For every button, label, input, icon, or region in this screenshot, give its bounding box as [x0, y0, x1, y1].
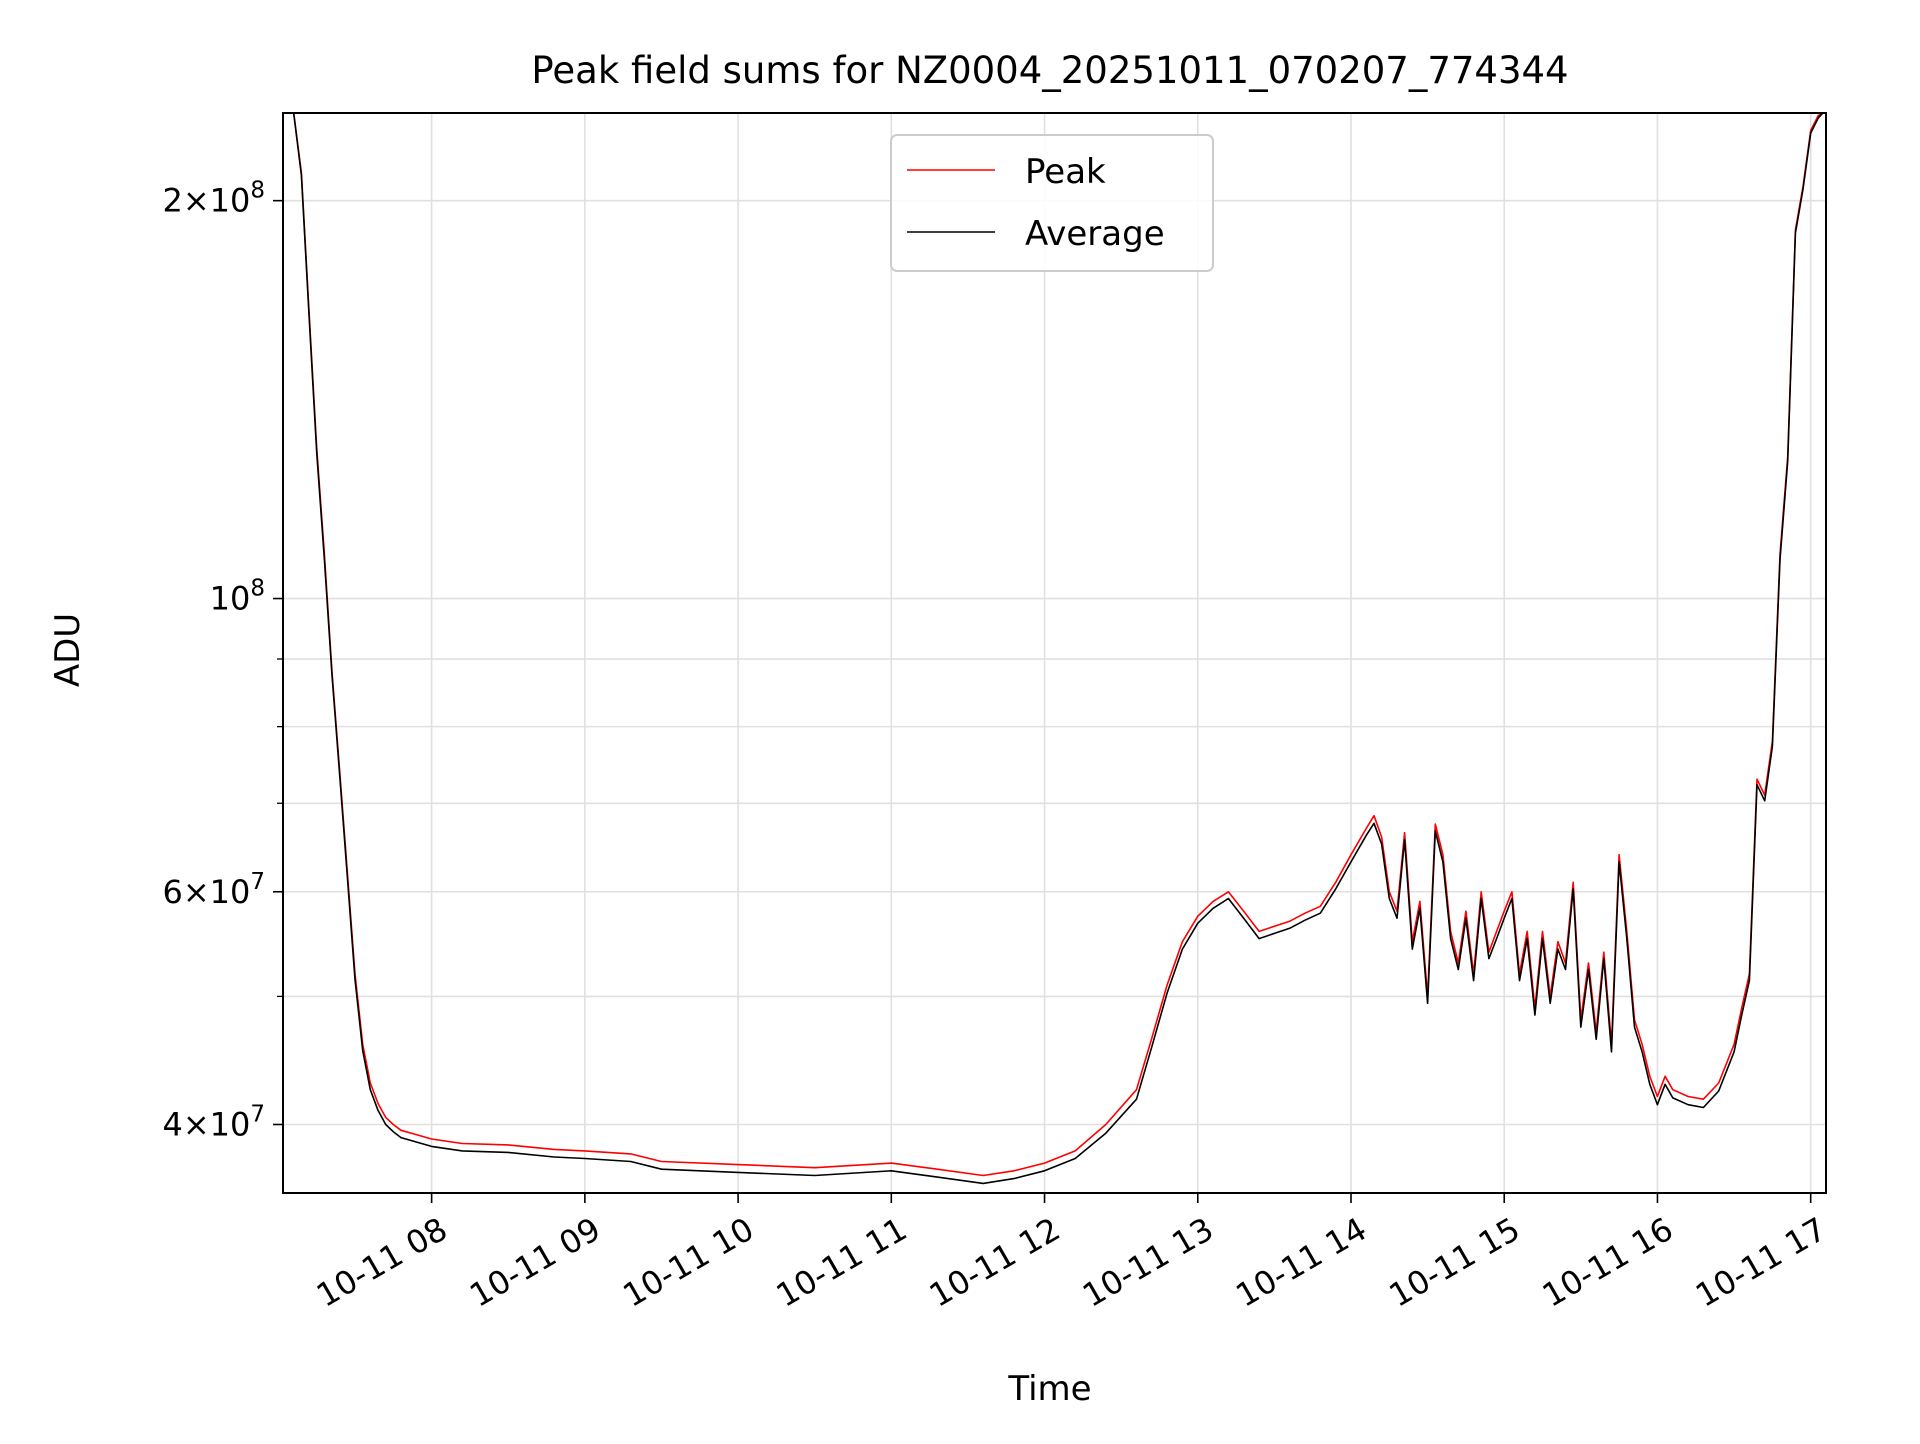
y-tick-label: 2×108 [162, 178, 265, 220]
x-axis-label: Time [1007, 1369, 1091, 1409]
plot-frame [282, 112, 1827, 1194]
legend-average-label: Average [1025, 214, 1165, 254]
series-layer [283, 113, 1824, 1185]
y-tick-label: 4×107 [162, 1101, 265, 1143]
chart-title: Peak field sums for NZ0004_20251011_0702… [531, 49, 1568, 92]
y-tick-label: 108 [210, 576, 265, 618]
y-axis-label: ADU [48, 613, 88, 687]
series-line-average [283, 113, 1824, 1185]
y-tick-label: 6×107 [162, 869, 265, 911]
legend-peak-label: Peak [1025, 152, 1106, 192]
legend[interactable]: Peak Average [890, 134, 1214, 272]
y-axis: 4×107 6×107 108 2×108 [162, 178, 283, 1143]
legend-box [890, 134, 1214, 272]
